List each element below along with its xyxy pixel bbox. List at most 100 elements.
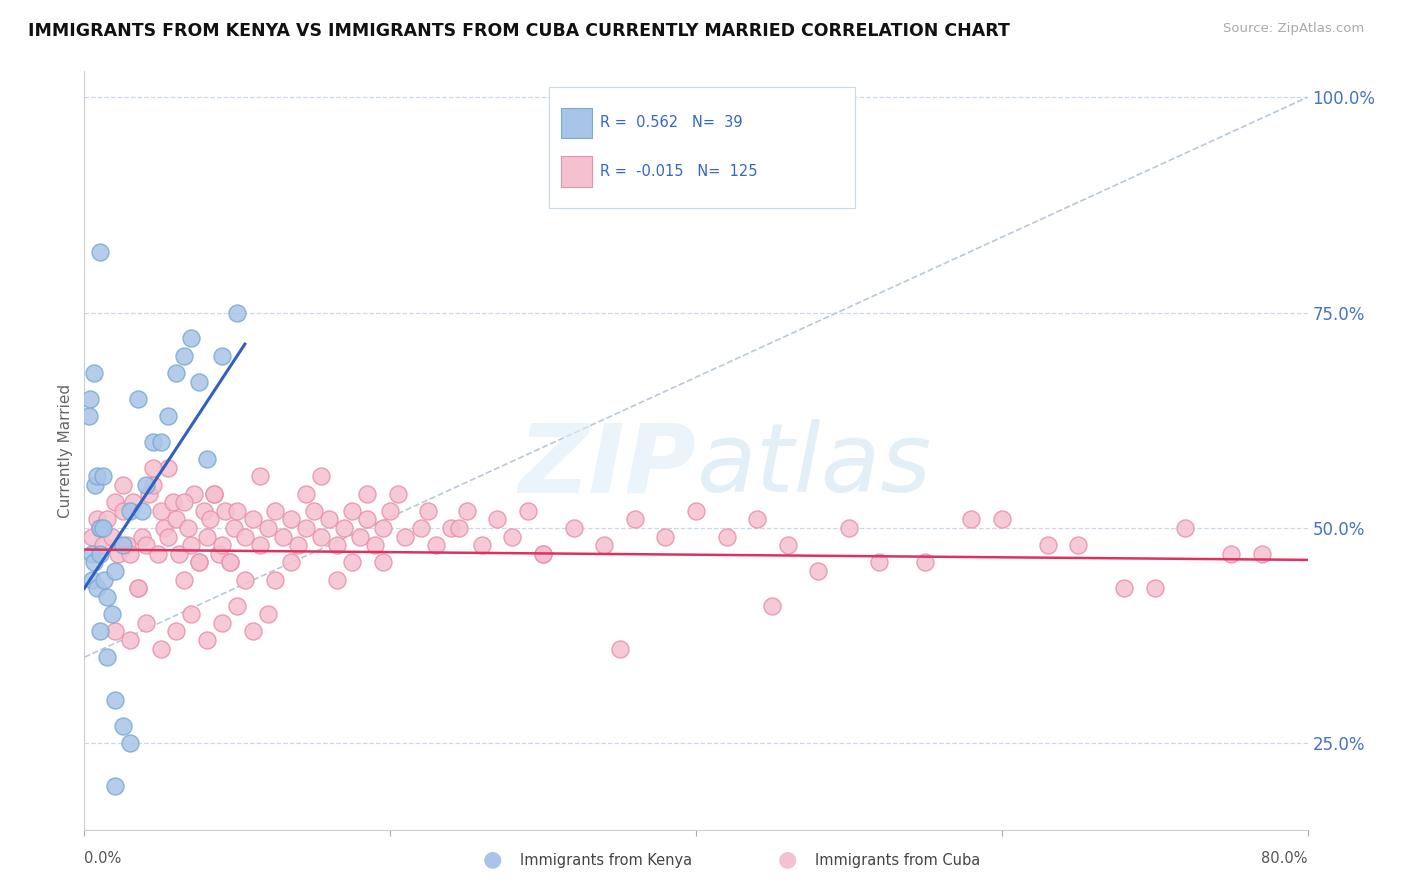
Point [135,478,157,492]
Point [180,607,202,622]
Point [89,521,111,535]
Point [96,650,118,665]
Text: IMMIGRANTS FROM KENYA VS IMMIGRANTS FROM CUBA CURRENTLY MARRIED CORRELATION CHAR: IMMIGRANTS FROM KENYA VS IMMIGRANTS FROM… [28,22,1010,40]
Point [111,478,134,492]
Point [149,641,172,656]
Point [380,504,402,518]
Point [311,530,333,544]
Point [115,538,138,552]
Point [531,547,554,561]
Point [218,556,240,570]
Point [214,504,236,518]
Point [101,530,124,544]
Point [302,504,325,518]
Point [233,573,256,587]
Point [211,538,233,552]
Point [120,633,142,648]
Point [86,469,108,483]
Point [224,521,246,535]
Point [86,512,108,526]
Point [233,530,256,544]
Point [202,486,225,500]
Point [208,547,231,561]
Point [165,512,187,526]
Point [198,512,221,526]
Text: ZIP: ZIP [517,419,696,512]
Point [162,495,184,509]
Point [89,245,111,260]
Point [84,478,107,492]
Point [716,530,738,544]
Point [173,495,195,509]
Point [157,460,180,475]
Point [89,624,111,639]
Point [516,504,538,518]
Point [96,512,118,526]
Point [869,556,891,570]
Point [120,736,142,750]
Point [1143,582,1166,596]
Point [157,530,180,544]
Point [188,375,211,389]
Point [242,512,264,526]
Point [77,409,100,423]
Point [165,624,187,639]
Point [218,556,240,570]
Point [142,460,165,475]
Point [807,564,830,578]
Point [165,366,187,380]
Point [183,486,205,500]
Point [991,512,1014,526]
Point [280,556,302,570]
Point [264,504,287,518]
Point [418,504,440,518]
Point [349,530,371,544]
Point [1067,538,1090,552]
Point [111,538,134,552]
Point [111,719,134,733]
Point [111,504,134,518]
Point [440,521,463,535]
Point [104,693,127,707]
Point [146,547,169,561]
Point [127,582,149,596]
Point [142,434,165,449]
Point [107,547,129,561]
Point [202,486,225,500]
Point [188,556,211,570]
Point [89,521,111,535]
Point [122,495,145,509]
Point [173,349,195,363]
Point [249,538,271,552]
Point [188,556,211,570]
Point [91,521,114,535]
Point [96,590,118,604]
Point [280,512,302,526]
Point [149,504,172,518]
Point [135,615,157,630]
Point [142,478,165,492]
Point [89,547,111,561]
Point [960,512,983,526]
Point [425,538,447,552]
Point [226,504,249,518]
Point [242,624,264,639]
Point [311,469,333,483]
Point [257,607,280,622]
Point [83,556,105,570]
Point [153,521,176,535]
Point [486,512,509,526]
Point [747,512,769,526]
Point [562,521,585,535]
Point [364,538,387,552]
Point [654,530,676,544]
Point [531,547,554,561]
Point [120,547,142,561]
Point [127,392,149,406]
Point [387,486,409,500]
Point [193,504,215,518]
Point [177,521,200,535]
Point [135,538,157,552]
Point [609,641,631,656]
Point [838,521,860,535]
